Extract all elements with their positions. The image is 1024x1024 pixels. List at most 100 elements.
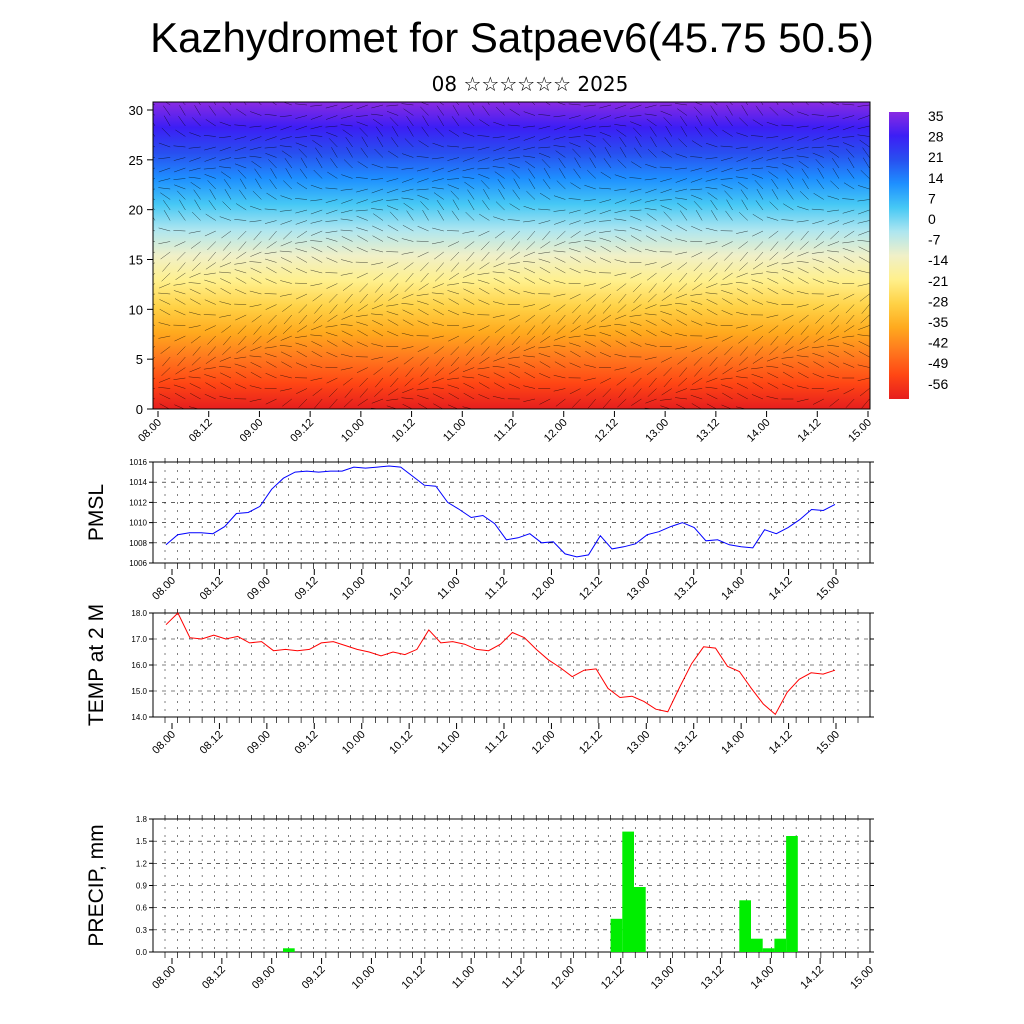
wind-barb (238, 241, 247, 251)
wind-barb (406, 210, 414, 221)
wind-barb (553, 293, 566, 297)
wind-barb (724, 251, 733, 261)
wind-barb (279, 145, 292, 148)
wind-barb (161, 367, 171, 376)
wind-barb (479, 213, 490, 221)
wind-barb (153, 207, 156, 211)
precip-bar (751, 938, 763, 952)
wind-barb (630, 199, 642, 204)
time-label: 12.12 (577, 575, 605, 603)
wind-barb (314, 398, 323, 409)
wind-barb (158, 241, 171, 245)
wind-barb (797, 136, 809, 141)
wind-barb (599, 237, 612, 242)
wind-barb (584, 230, 596, 236)
wind-barb (252, 190, 262, 200)
wind-barb (523, 220, 536, 223)
wind-barb (208, 105, 217, 116)
wind-barb (859, 293, 870, 302)
wind-barb (222, 106, 232, 116)
wind-barb (525, 314, 536, 323)
wind-barb (675, 188, 688, 193)
wind-barb (482, 105, 490, 116)
wind-barb (431, 241, 444, 245)
wind-barb (630, 104, 642, 110)
wind-barb (739, 212, 748, 221)
time-label: 09.00 (245, 729, 273, 757)
wind-barb (721, 167, 733, 173)
wind-barb (269, 179, 277, 190)
wind-barb (234, 262, 247, 265)
wind-barb (860, 314, 870, 324)
wind-barb (751, 299, 764, 305)
wind-barb (480, 335, 490, 345)
wind-barb (541, 159, 551, 169)
wind-barb (677, 202, 688, 211)
wind-barb (481, 251, 490, 262)
wind-barb (158, 292, 171, 295)
wind-barb (796, 155, 809, 158)
wind-barb (646, 272, 657, 281)
time-label: 10.00 (340, 575, 368, 603)
wind-barb (477, 374, 490, 379)
y-tick-label: 0.3 (136, 926, 148, 935)
wind-barb (691, 377, 703, 385)
wind-barb (542, 325, 551, 335)
wind-barb (160, 192, 171, 200)
wind-barb (326, 132, 338, 137)
time-label: 10.12 (387, 729, 415, 757)
wind-barb (420, 106, 429, 116)
wind-barb (785, 335, 794, 346)
wind-barb (736, 325, 748, 329)
wind-barb (452, 199, 460, 211)
wind-barb (818, 102, 824, 106)
wind-barb (659, 199, 672, 201)
wind-barb (797, 277, 809, 284)
wind-barb (600, 283, 612, 289)
wind-barb (359, 283, 368, 293)
wind-barb (159, 283, 171, 289)
wind-barb (431, 292, 444, 295)
y-tick-label: 18.0 (131, 609, 147, 618)
wind-barb (420, 262, 429, 272)
wind-barb (751, 157, 764, 162)
wind-barb (572, 314, 581, 325)
wind-barb (507, 157, 520, 159)
wind-barb (158, 335, 171, 339)
wind-barb (724, 190, 733, 200)
wind-barb (799, 410, 808, 418)
wind-barb (434, 272, 444, 282)
wind-barb (177, 262, 186, 272)
wind-barb (630, 410, 642, 411)
wind-barb (790, 102, 794, 106)
wind-barb (570, 182, 581, 190)
wind-barb (769, 251, 779, 261)
wind-barb (178, 210, 186, 221)
wind-barb (434, 346, 444, 354)
wind-barb (736, 272, 748, 278)
wind-barb (438, 102, 444, 106)
wind-barb (406, 116, 414, 127)
wind-barb (265, 136, 277, 141)
wind-barb (694, 272, 703, 283)
wind-barb (706, 377, 718, 383)
wind-barb (371, 199, 384, 203)
wind-barb (842, 342, 855, 347)
wind-barb (310, 125, 323, 130)
wind-barb (235, 277, 247, 284)
wind-barb (675, 397, 688, 400)
wind-barb (827, 293, 840, 297)
wind-barb (735, 376, 748, 379)
wind-barb (478, 299, 490, 305)
wind-barb (356, 321, 368, 326)
wind-barb (553, 136, 566, 140)
wind-barb (858, 256, 870, 263)
wind-barb (386, 178, 399, 182)
wind-barb (782, 277, 794, 284)
plot-frame (152, 461, 871, 564)
wind-barb (645, 163, 657, 169)
wind-barb (650, 136, 657, 148)
wind-barb (729, 102, 733, 106)
wind-barb (781, 136, 794, 140)
wind-barb (538, 346, 551, 349)
